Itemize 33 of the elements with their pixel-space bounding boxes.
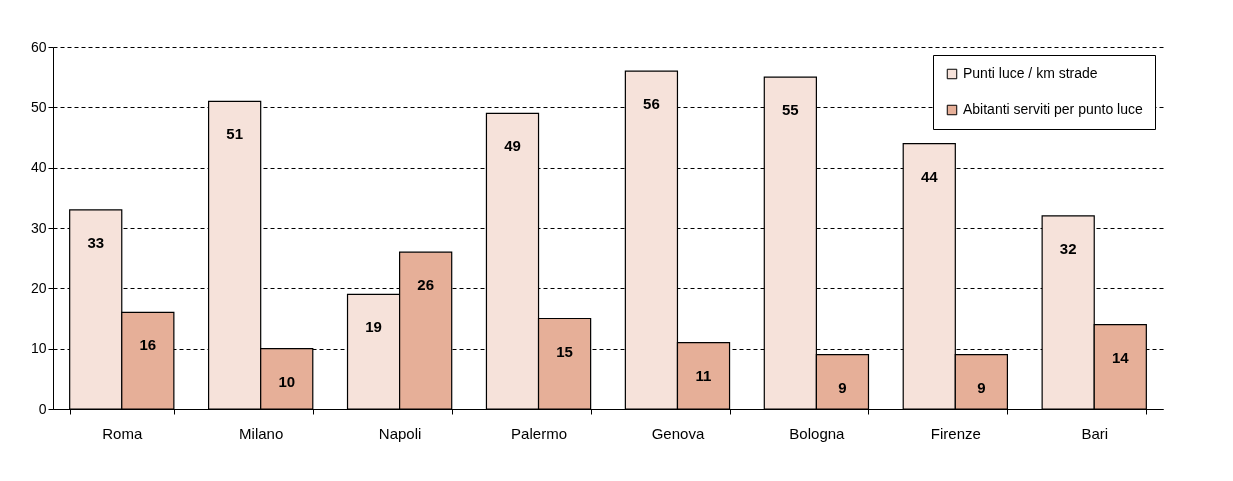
- y-tick-label: 0: [38, 400, 47, 417]
- data-label: 19: [365, 318, 382, 336]
- x-tick-label: Roma: [102, 424, 143, 442]
- y-tick-label: 10: [30, 340, 47, 357]
- x-tick-label: Palermo: [511, 424, 567, 442]
- data-label: 56: [643, 95, 660, 113]
- data-label: 9: [838, 378, 847, 396]
- x-tick-label: Milano: [239, 424, 284, 442]
- data-label: 49: [504, 137, 521, 155]
- data-label: 11: [695, 366, 712, 384]
- data-label: 33: [87, 233, 105, 251]
- data-label: 14: [1111, 348, 1130, 366]
- y-tick-label: 50: [30, 98, 47, 115]
- legend-label: Punti luce / km strade: [963, 65, 1098, 81]
- data-label: 16: [139, 336, 157, 354]
- data-label: 51: [226, 125, 243, 143]
- data-label: 9: [977, 378, 986, 396]
- x-tick-label: Napoli: [378, 424, 422, 442]
- y-tick-label: 40: [30, 159, 47, 176]
- y-tick-label: 60: [30, 38, 47, 55]
- legend-label: Abitanti serviti per punto luce: [963, 101, 1143, 117]
- data-label: 15: [556, 342, 573, 360]
- x-tick-label: Firenze: [930, 424, 981, 442]
- x-tick-label: Bari: [1081, 424, 1109, 442]
- x-tick-label: Genova: [651, 424, 705, 442]
- data-label: 44: [920, 167, 939, 185]
- x-tick-label: Bologna: [789, 424, 846, 442]
- data-label: 10: [278, 372, 296, 390]
- data-label: 32: [1059, 239, 1077, 257]
- y-tick-label: 20: [30, 279, 47, 296]
- data-label: 26: [417, 276, 435, 294]
- y-tick-label: 30: [30, 219, 47, 236]
- data-label: 55: [781, 101, 799, 119]
